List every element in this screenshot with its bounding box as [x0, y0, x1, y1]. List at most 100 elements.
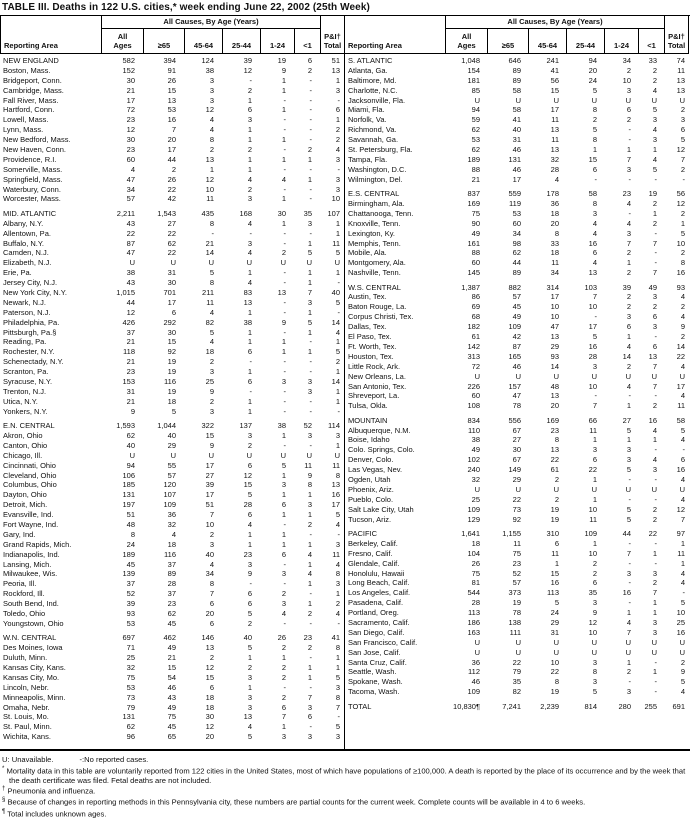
value-cell: -: [628, 135, 632, 145]
value-cell: 116: [164, 377, 176, 386]
value-cell: 43: [126, 278, 135, 288]
value-cell: -: [249, 228, 253, 238]
value-cell: U: [679, 95, 685, 105]
value-cell: 102: [467, 455, 480, 465]
reporting-area-cell: Gary, Ind.: [3, 529, 36, 539]
value-cell: 8: [680, 258, 685, 268]
value-cell: 882: [508, 282, 521, 292]
city-row: Long Beach, Calif. 81 57 16 6 - 2 4: [345, 578, 689, 588]
header-age-group-title: All Causes, By Age (Years): [102, 16, 321, 29]
value-cell: 5: [335, 248, 340, 258]
header-col-1-24: 1-24: [261, 29, 295, 53]
reporting-area-cell: New Bedford, Mass.: [3, 135, 71, 145]
city-row: Mobile, Ala. 88 62 18 6 2-2: [345, 248, 689, 258]
value-cell: 7: [652, 238, 657, 248]
section-total-row: S. ATLANTIC 1,048 646 241 94 34 33 74: [345, 56, 689, 66]
value-cell: -: [309, 337, 313, 347]
value-cell: 91: [167, 65, 176, 75]
reporting-area-cell: Tampa, Fla.: [348, 154, 388, 164]
value-cell: 58: [512, 85, 521, 95]
value-cell: 23: [622, 189, 631, 199]
value-cell: -: [309, 367, 313, 377]
value-cell: -: [654, 538, 658, 548]
reporting-area-cell: Corpus Christi, Tex.: [348, 312, 414, 322]
value-cell: 52: [303, 421, 312, 431]
value-cell: 1: [554, 558, 559, 568]
value-cell: 22: [512, 657, 521, 667]
value-cell: U: [679, 647, 685, 657]
value-cell: 4: [652, 154, 657, 164]
value-cell: 4: [680, 292, 685, 302]
value-cell: 94: [588, 56, 597, 65]
value-cell: 60: [471, 258, 480, 268]
footnote-text: Total includes unknown ages.: [7, 809, 107, 819]
city-row: Springfield, Mass. 47 26 12 4 4 1 3: [0, 175, 344, 185]
value-cell: -: [249, 357, 253, 367]
value-cell: 3: [307, 732, 312, 742]
value-cell: 138: [508, 617, 521, 627]
header-col-25-44: 25-44: [567, 29, 605, 53]
value-cell: 129: [467, 514, 480, 524]
value-cell: 10: [676, 238, 685, 248]
value-cell: -: [628, 125, 632, 135]
value-cell: 4: [209, 307, 214, 317]
city-row: New Bedford, Mass. 30 20 8 1 1 - 2: [0, 135, 344, 145]
value-cell: 17: [550, 105, 559, 115]
city-row: Kansas City, Mo. 75 54 15 3 2 1 5: [0, 673, 344, 683]
reporting-area-cell: Fresno, Calif.: [348, 548, 393, 558]
reporting-area-cell: Boise, Idaho: [348, 435, 390, 445]
value-cell: 85: [471, 85, 480, 95]
city-row: Minneapolis, Minn. 73 43 18 3 2 7 8: [0, 693, 344, 703]
value-cell: 17: [126, 95, 135, 105]
value-cell: 3: [626, 455, 631, 465]
city-row: Fort Wayne, Ind. 48 32 10 4 - 2 4: [0, 520, 344, 530]
value-cell: U: [280, 258, 286, 268]
value-cell: -: [283, 559, 287, 569]
value-cell: 13: [676, 75, 685, 85]
value-cell: 6: [247, 460, 252, 470]
value-cell: 3: [335, 85, 340, 95]
value-cell: 1,048: [461, 56, 480, 65]
value-cell: -: [283, 682, 287, 692]
value-cell: 2: [680, 302, 685, 312]
value-cell: 7: [209, 589, 214, 599]
value-cell: 98: [512, 238, 521, 248]
value-cell: 2: [592, 568, 597, 578]
value-cell: 3: [680, 115, 685, 125]
value-cell: 36: [167, 510, 176, 520]
value-cell: 62: [471, 125, 480, 135]
city-row: Las Vegas, Nev. 240 149 61 22 5 3 16: [345, 465, 689, 475]
value-cell: 24: [550, 608, 559, 618]
footnote-marker: *: [2, 765, 5, 772]
value-cell: 8: [592, 198, 597, 208]
city-row: Jacksonville, Fla. U U U U U U U: [345, 96, 689, 106]
value-cell: 40: [512, 125, 521, 135]
value-cell: 28: [550, 164, 559, 174]
value-cell: 56: [550, 75, 559, 85]
value-cell: 1: [626, 332, 631, 342]
value-cell: 5: [680, 677, 685, 687]
value-cell: -: [654, 445, 658, 455]
value-cell: 21: [126, 357, 135, 367]
city-row: Toledo, Ohio 93 62 20 5 4 2 4: [0, 609, 344, 619]
value-cell: 4: [209, 337, 214, 347]
reporting-area-cell: Charlotte, N.C.: [348, 85, 398, 95]
value-cell: 2: [554, 494, 559, 504]
value-cell: 161: [467, 238, 480, 248]
value-cell: 41: [550, 65, 559, 75]
value-cell: 394: [163, 56, 176, 65]
value-cell: 10: [588, 548, 597, 558]
reporting-area-cell: Dayton, Ohio: [3, 490, 47, 500]
reporting-area-cell: San Francisco, Calif.: [348, 637, 418, 647]
value-cell: 67: [512, 455, 521, 465]
value-cell: 6: [281, 549, 286, 559]
value-cell: 4: [680, 435, 685, 445]
city-row: Montgomery, Ala. 60 44 11 4 1 - 8: [345, 258, 689, 268]
value-cell: 18: [550, 208, 559, 218]
reporting-area-cell: Evansville, Ind.: [3, 510, 54, 520]
value-cell: 5: [680, 228, 685, 238]
value-cell: 435: [201, 208, 214, 218]
value-cell: 1: [209, 164, 214, 174]
value-cell: 7: [626, 627, 631, 637]
value-cell: 53: [512, 208, 521, 218]
